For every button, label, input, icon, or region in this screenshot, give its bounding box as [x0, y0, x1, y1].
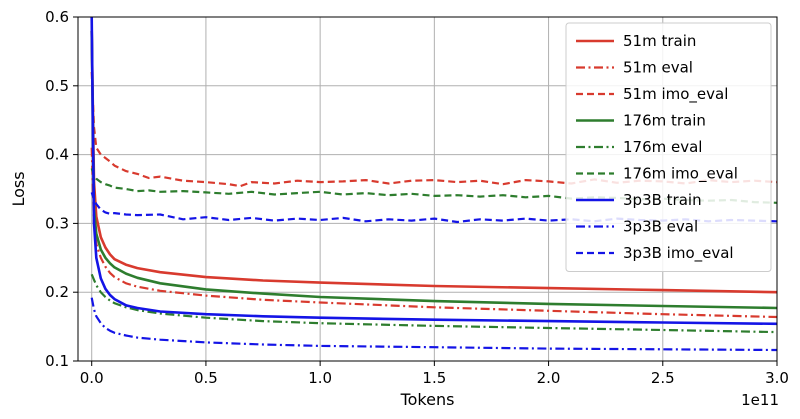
legend-label: 176m train: [623, 112, 706, 130]
legend-label: 51m imo_eval: [623, 85, 728, 104]
series-lines: [90, 17, 777, 352]
x-tick-label: 2.0: [537, 369, 561, 387]
legend-box: [565, 22, 772, 272]
legend: 51m train 51m eval 51m imo_eval 176m train 1…: [565, 22, 772, 272]
series-line-51m-imo-eval: [90, 71, 777, 188]
y-tick-label: 0.6: [45, 8, 69, 26]
y-tick-label: 0.2: [45, 283, 69, 301]
plot-area-frame: [77, 16, 778, 362]
x-tick-label: 1.5: [422, 369, 446, 387]
x-axis-offset-label: 1e11: [741, 391, 779, 409]
x-tick-label: 2.5: [651, 369, 675, 387]
y-tick-label: 0.5: [45, 77, 69, 95]
legend-label: 176m eval: [623, 138, 702, 156]
series-line-176m-train: [90, 30, 777, 310]
legend-label: 3p3B imo_eval: [623, 244, 734, 263]
x-tick-label: 1.0: [308, 369, 332, 387]
y-tick-label: 0.1: [45, 352, 69, 370]
y-axis-title: Loss: [9, 171, 28, 206]
legend-label: 51m train: [623, 32, 696, 50]
legend-label: 176m imo_eval: [623, 165, 738, 184]
series-line-51m-train: [90, 30, 777, 294]
x-tick-label: 3.0: [765, 369, 789, 387]
legend-items: 51m train 51m eval 51m imo_eval 176m train 1…: [576, 32, 738, 263]
x-axis-title: Tokens: [400, 390, 455, 409]
series-line-3p3b-train: [90, 17, 777, 326]
x-tick-label: 0.0: [80, 369, 104, 387]
series-line-176m-eval: [90, 273, 777, 334]
legend-label: 3p3B eval: [623, 218, 698, 236]
legend-label: 3p3B train: [623, 191, 702, 209]
y-tick-label: 0.4: [45, 146, 69, 164]
series-line-3p3b-eval: [90, 297, 777, 352]
y-tick-label: 0.3: [45, 214, 69, 232]
x-tick-label: 0.5: [194, 369, 218, 387]
axis-ticks: 0.0 0.5 1.0 1.5 2.0 2.5 3.0 0.1 0.2 0.3 0.4 0.5 0.6: [45, 8, 789, 387]
legend-label: 51m eval: [623, 59, 693, 77]
